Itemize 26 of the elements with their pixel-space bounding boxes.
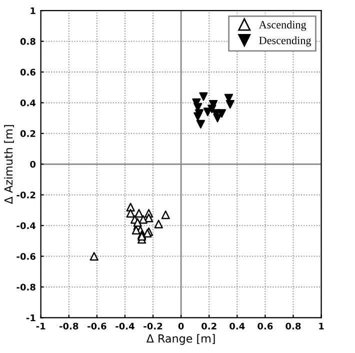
y-tick-label: 0.2 (20, 130, 36, 137)
x-tick-label: -0.8 (59, 322, 78, 330)
x-tick-label: 0 (178, 322, 184, 330)
y-tick-label: -0.8 (16, 284, 36, 291)
y-tick-label: 0 (30, 160, 36, 168)
x-tick-label: -0.4 (116, 322, 134, 330)
y-axis-title: Δ Azimuth [m] (4, 125, 14, 204)
y-tick-label: -0.4 (16, 222, 36, 230)
y-tick-label: 0.4 (20, 99, 36, 106)
x-tick-label: -0.6 (88, 322, 106, 330)
y-tick-label: 1 (30, 7, 36, 14)
x-tick-label: 0.4 (230, 322, 245, 330)
y-tick-label: 0.8 (20, 38, 36, 45)
y-tick-label: -0.2 (16, 192, 36, 198)
y-tick-label: 0.6 (20, 68, 36, 76)
x-tick-label: 0.2 (202, 322, 216, 330)
x-tick-label: 1 (319, 322, 324, 330)
legend-label: Descending (259, 36, 312, 46)
x-tick-label: -0.2 (144, 322, 162, 330)
y-tick-label: -1 (26, 314, 36, 322)
y-tick-label: -0.6 (16, 253, 36, 260)
legend-label: Ascending (258, 20, 306, 31)
x-tick-label: 0.8 (286, 322, 301, 330)
x-tick-label: 0.6 (258, 322, 273, 330)
x-tick-label: -1 (36, 322, 46, 330)
x-axis-title: Δ Range [m] (146, 334, 215, 345)
